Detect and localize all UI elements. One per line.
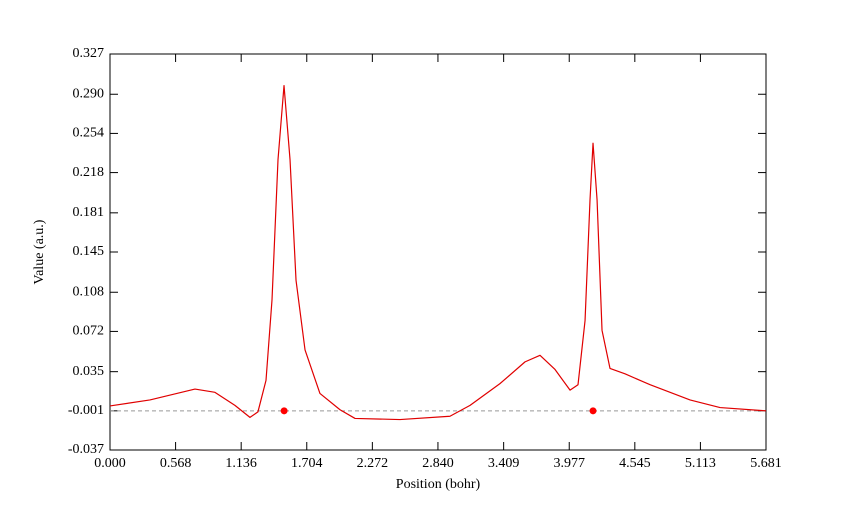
marker-point (280, 407, 288, 415)
x-tick-label: 5.113 (685, 456, 716, 471)
x-axis-label: Position (bohr) (396, 477, 481, 492)
x-tick-label: 1.704 (291, 456, 323, 471)
x-tick-label: 3.409 (488, 456, 520, 471)
plot-frame (109, 53, 767, 451)
y-tick-label: 0.290 (73, 86, 105, 101)
x-tick-label: 4.545 (619, 456, 651, 471)
y-tick-label: 0.181 (73, 205, 105, 220)
x-tick-label: 5.681 (750, 456, 782, 471)
y-tick-label: 0.072 (73, 324, 105, 339)
y-tick-label: 0.145 (73, 244, 105, 259)
y-tick-label: 0.218 (73, 165, 105, 180)
data-line (109, 84, 767, 421)
y-tick-label: 0.327 (73, 46, 105, 61)
x-tick-label: 2.840 (422, 456, 454, 471)
y-tick-label: 0.254 (73, 126, 105, 141)
y-tick-label: -0.001 (68, 403, 104, 418)
x-tick-label: 1.136 (225, 456, 257, 471)
x-tick-label: 0.000 (94, 456, 126, 471)
y-tick-label: 0.108 (73, 284, 105, 299)
marker-point (589, 407, 597, 415)
y-tick-label: 0.035 (73, 364, 105, 379)
x-tick-label: 3.977 (553, 456, 585, 471)
y-tick-label: -0.037 (68, 442, 104, 457)
x-tick-label: 0.568 (160, 456, 192, 471)
y-axis-label: Value (a.u.) (32, 219, 47, 284)
x-tick-label: 2.272 (357, 456, 389, 471)
